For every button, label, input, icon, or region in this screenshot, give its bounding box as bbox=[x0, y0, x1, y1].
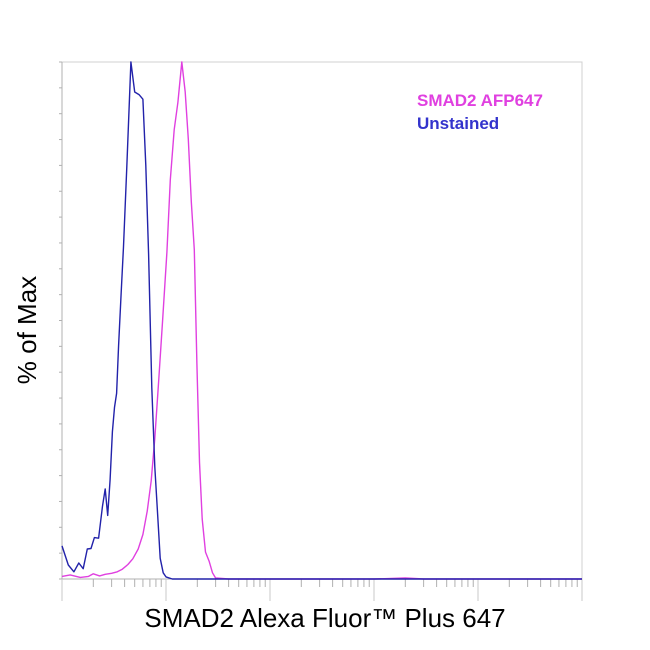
y-axis-ticks bbox=[59, 61, 62, 580]
x-axis-label: SMAD2 Alexa Fluor™ Plus 647 bbox=[144, 603, 505, 633]
legend-entry-smad2: SMAD2 AFP647 bbox=[417, 91, 543, 110]
series-line-unstained bbox=[61, 61, 582, 580]
legend-entry-unstained: Unstained bbox=[417, 114, 499, 133]
series-line-smad2-afp647 bbox=[61, 61, 582, 580]
x-axis-ticks bbox=[61, 579, 583, 601]
y-axis-label: % of Max bbox=[12, 276, 42, 384]
series-layer bbox=[61, 61, 582, 580]
plot-frame bbox=[61, 61, 583, 580]
